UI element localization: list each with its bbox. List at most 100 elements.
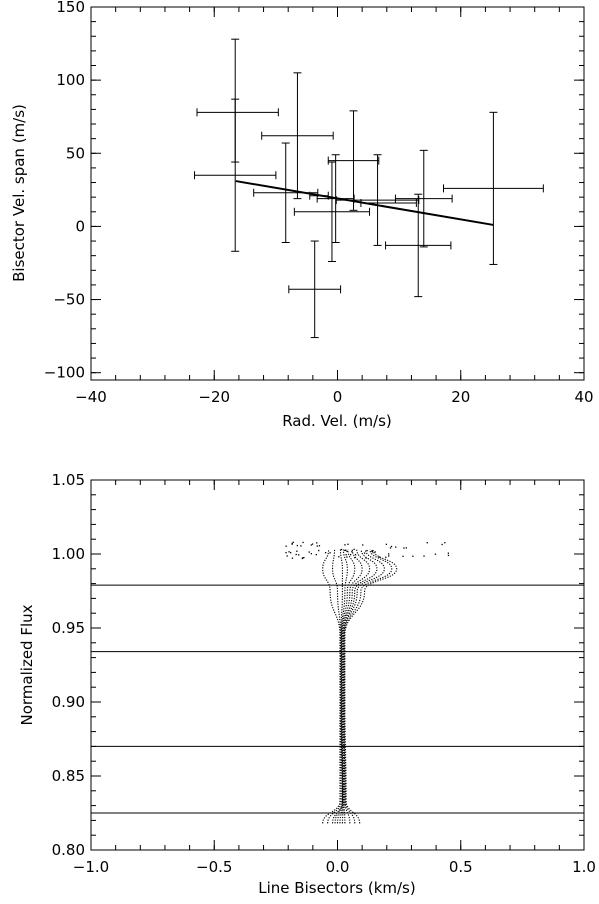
- scatter-point: [308, 551, 310, 553]
- scatter-point: [316, 542, 318, 544]
- y-tick-label: 100: [56, 71, 85, 89]
- scatter-point: [354, 554, 357, 556]
- scatter-point: [365, 557, 367, 559]
- y-tick-label: 150: [56, 0, 85, 16]
- scatter-point: [434, 553, 437, 555]
- bisector-curve: [343, 549, 393, 824]
- scatter-point: [346, 550, 348, 552]
- scatter-point: [395, 546, 397, 548]
- scatter-point: [347, 543, 349, 545]
- scatter-point: [351, 551, 353, 553]
- scatter-point: [354, 556, 356, 559]
- axis-ticks: −1.0 −0.5 0.0 0.5 1.0 0.80 0.85 0.90 0.95 1.00 1.0…: [52, 471, 596, 876]
- y-tick-label: −100: [44, 364, 85, 382]
- y-tick-label: −50: [53, 291, 85, 309]
- scatter-point: [301, 557, 303, 560]
- scatter-point: [447, 554, 450, 557]
- y-tick-label: 0.85: [52, 767, 85, 785]
- scatter-point: [374, 551, 376, 553]
- scatter-point: [371, 550, 373, 552]
- scatter-point: [291, 542, 293, 545]
- data-marks: [194, 38, 544, 339]
- scatter-point: [310, 553, 313, 555]
- scatter-point: [344, 544, 346, 546]
- x-tick-label: 1.0: [572, 858, 596, 876]
- y-tick-label: 1.00: [52, 545, 85, 563]
- scatter-point: [426, 542, 428, 544]
- bisector-curve: [342, 549, 378, 824]
- bisector-span-vs-rv-chart: −40 −20 0 20 40 −100 −50 0 50 100 150 Rad. Vel. (m…: [10, 0, 594, 430]
- scatter-point: [292, 541, 294, 544]
- scatter-point: [385, 543, 388, 545]
- scatter-point: [405, 547, 407, 549]
- y-axis-label: Bisector Vel. span (m/s): [10, 104, 28, 282]
- plot-frame: [90, 6, 585, 381]
- scatter-point: [349, 553, 352, 556]
- bisector-curve: [336, 549, 356, 824]
- scatter-point: [402, 555, 404, 557]
- axis-ticks: −40 −20 0 20 40 −100 −50 0 50 100 150: [44, 0, 594, 406]
- bisector-curve: [327, 549, 342, 824]
- scatter-point: [303, 557, 305, 559]
- scatter-point: [346, 556, 348, 558]
- scatter-point: [340, 548, 343, 551]
- scatter-point: [291, 557, 294, 559]
- x-tick-label: 0.0: [326, 858, 350, 876]
- x-tick-label: −20: [198, 388, 230, 406]
- x-tick-label: −0.5: [196, 858, 232, 876]
- scatter-point: [285, 545, 287, 547]
- y-axis-label: Normalized Flux: [18, 604, 36, 725]
- scatter-point: [447, 552, 449, 554]
- scatter-point: [366, 549, 368, 552]
- scatter-point: [288, 551, 290, 553]
- plot-frame: [90, 479, 585, 851]
- scatter-point: [441, 543, 443, 546]
- y-tick-label: 1.05: [52, 471, 85, 489]
- y-tick-label: 50: [66, 144, 85, 162]
- scatter-point: [363, 552, 366, 554]
- scatter-point: [310, 544, 312, 546]
- fit-line: [235, 180, 494, 226]
- scatter-point: [388, 555, 390, 557]
- scatter-point: [302, 541, 304, 544]
- scatter-point: [291, 543, 293, 545]
- scatter-point: [371, 551, 374, 553]
- bisector-curve: [344, 549, 398, 824]
- scatter-point: [388, 553, 390, 555]
- scatter-point: [285, 551, 287, 554]
- x-tick-label: 0.5: [449, 858, 473, 876]
- scatter-point: [289, 552, 292, 554]
- scatter-point: [389, 547, 392, 549]
- scatter-point: [311, 543, 314, 545]
- scatter-point: [318, 545, 321, 547]
- y-tick-label: 0.80: [52, 841, 85, 859]
- y-tick-label: 0.95: [52, 619, 85, 637]
- scatter-point: [286, 555, 288, 557]
- line-bisectors-chart: −1.0 −0.5 0.0 0.5 1.0 0.80 0.85 0.90 0.95 1.00 1.0…: [18, 471, 596, 897]
- scatter-point: [300, 545, 302, 547]
- y-tick-label: 0.90: [52, 693, 85, 711]
- scatter-point: [444, 542, 446, 544]
- scatter-point: [318, 549, 320, 552]
- scatter-point: [315, 553, 317, 556]
- scatter-point: [296, 544, 299, 547]
- x-axis-label: Rad. Vel. (m/s): [282, 412, 392, 430]
- x-tick-label: 0: [333, 388, 343, 406]
- x-tick-label: 20: [451, 388, 470, 406]
- scatter-point: [345, 549, 347, 551]
- scatter-point: [344, 549, 346, 552]
- scatter-point: [298, 554, 300, 556]
- data-marks: [91, 541, 584, 824]
- scatter-point: [385, 556, 387, 558]
- scatter-point: [296, 550, 298, 552]
- y-tick-label: 0: [75, 217, 85, 235]
- bisector-curve: [341, 549, 371, 824]
- scatter-point: [423, 555, 425, 557]
- scatter-point: [295, 553, 297, 556]
- scatter-point: [390, 545, 393, 548]
- scatter-point: [338, 556, 340, 558]
- scatter-point: [403, 547, 405, 549]
- scatter-point: [412, 555, 414, 557]
- scatter-point: [329, 552, 331, 554]
